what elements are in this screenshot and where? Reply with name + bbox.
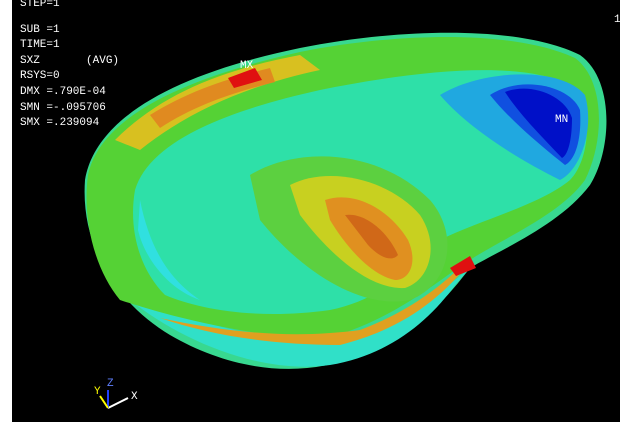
info-line: TIME=1 [20, 39, 60, 51]
triad-y-label: Y [94, 386, 101, 398]
triad-z-label: Z [107, 378, 114, 390]
info-line: SUB =1 [20, 24, 60, 36]
max-marker: MX [240, 60, 254, 72]
info-line: DMX =.790E-04 [20, 86, 106, 98]
window-number: 1 [614, 14, 621, 26]
info-line: SXZ (AVG) [20, 55, 119, 67]
info-line: RSYS=0 [20, 70, 60, 82]
triad-x-label: X [131, 391, 138, 403]
min-marker: MN [555, 114, 568, 126]
info-line: STEP=1 [20, 0, 60, 10]
info-line: SMN =-.095706 [20, 102, 106, 114]
info-line: SMX =.239094 [20, 117, 100, 129]
ansys-graphics-window: STEP=1 SUB =1 TIME=1 SXZ (AVG) RSYS=0 DM… [0, 0, 634, 435]
